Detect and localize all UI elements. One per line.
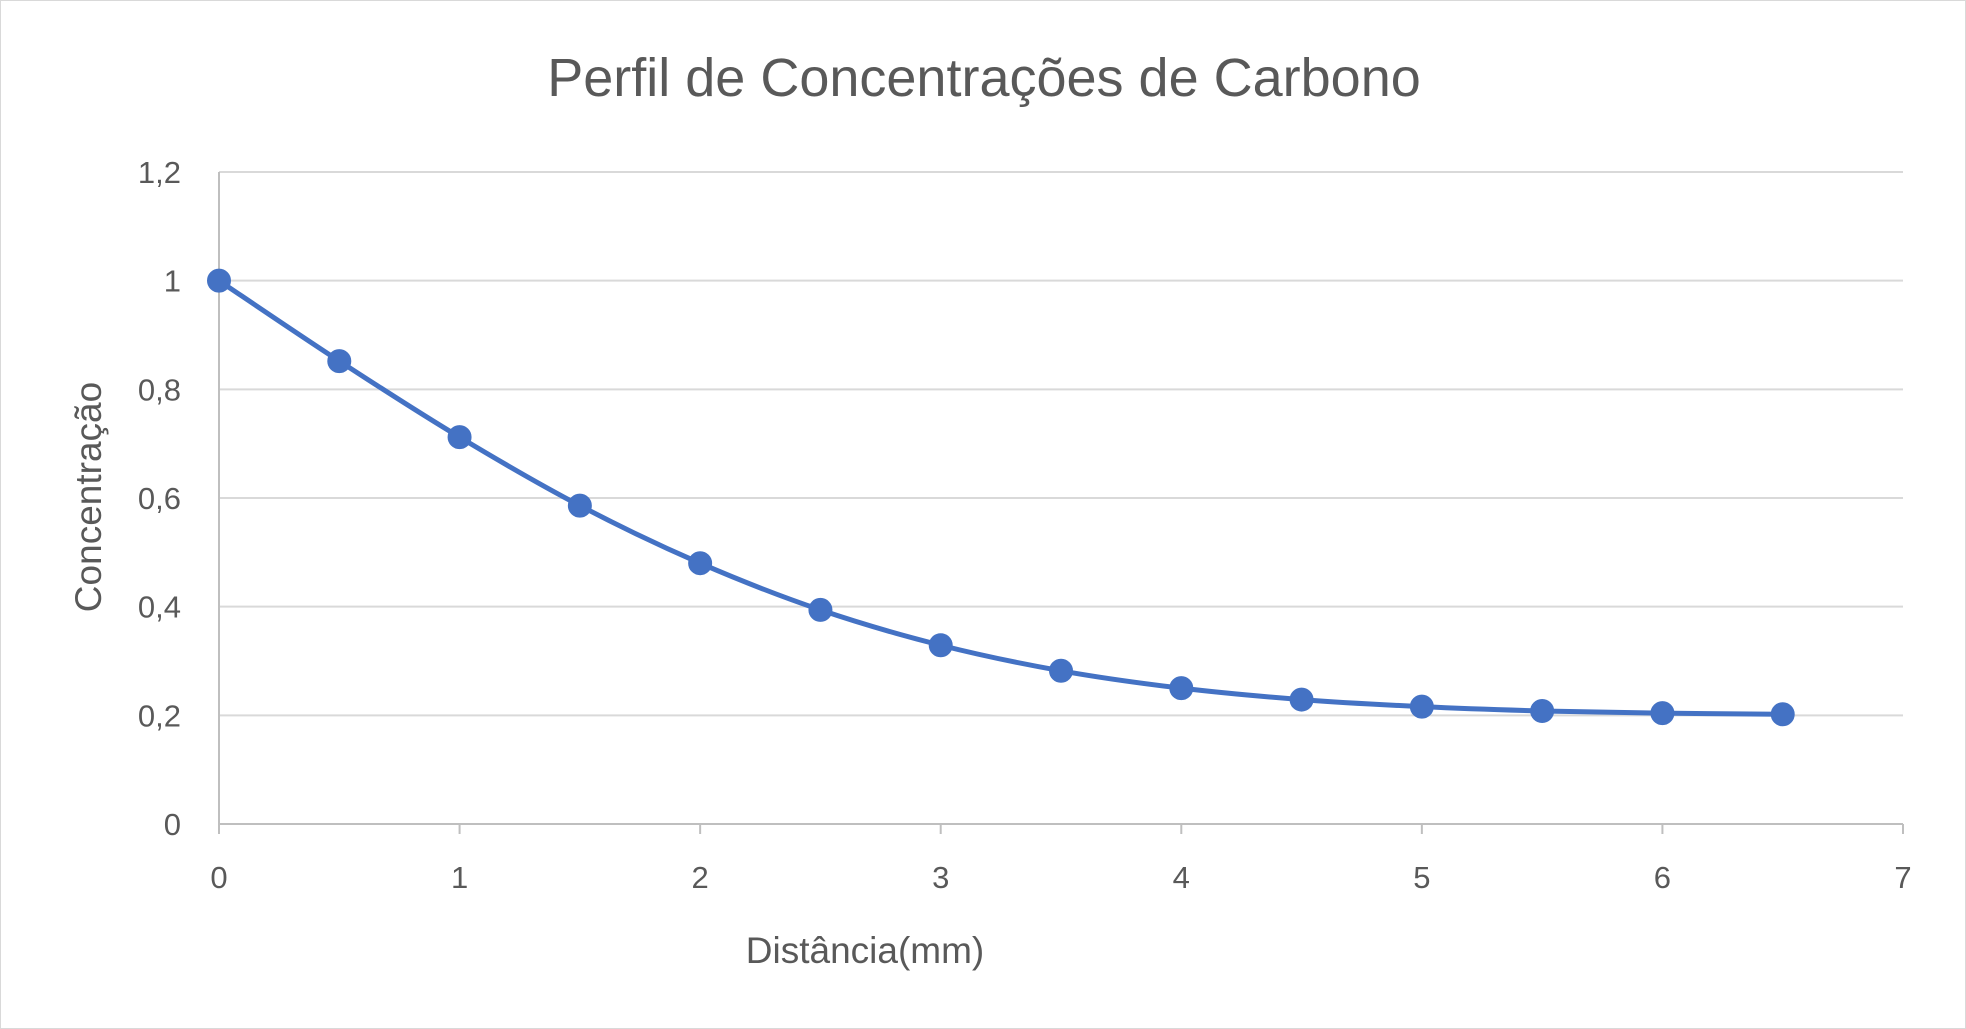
- x-tick-label: 0: [210, 860, 227, 895]
- x-tick-label: 6: [1654, 860, 1671, 895]
- x-tick-label: 3: [932, 860, 949, 895]
- data-point: [808, 597, 833, 622]
- y-tick-label: 0,4: [138, 590, 181, 625]
- chart-title: Perfil de Concentrações de Carbono: [547, 48, 1421, 108]
- data-point: [1530, 698, 1555, 723]
- data-point: [327, 349, 352, 374]
- data-point: [1409, 694, 1434, 719]
- x-tick-label: 2: [692, 860, 709, 895]
- x-tick-label: 7: [1894, 860, 1911, 895]
- data-point: [1650, 701, 1675, 726]
- x-tick-label: 4: [1173, 860, 1190, 895]
- axes: [218, 172, 1904, 834]
- series-layer: [207, 268, 1795, 727]
- data-point: [1770, 702, 1795, 727]
- data-point: [567, 493, 592, 518]
- data-point: [1289, 687, 1314, 712]
- data-point: [688, 551, 713, 576]
- y-tick-label: 0: [164, 807, 181, 842]
- gridlines: [219, 171, 1903, 717]
- y-tick-label: 0,6: [138, 481, 181, 516]
- y-tick-label: 0,8: [138, 372, 181, 407]
- y-tick-label: 1: [164, 264, 181, 299]
- data-point: [1049, 658, 1073, 683]
- data-point: [207, 268, 231, 293]
- x-tick-label: 1: [451, 860, 468, 895]
- data-point: [447, 425, 472, 450]
- data-point: [928, 633, 953, 658]
- y-tick-label: 1,2: [138, 155, 181, 190]
- y-tick-label: 0,2: [138, 698, 181, 733]
- data-point: [1169, 676, 1194, 701]
- x-axis-tick-labels: 0 1 2 3 4 5 6 7: [210, 860, 1911, 895]
- y-axis-title: Concentração: [68, 382, 109, 612]
- x-tick-label: 5: [1413, 860, 1430, 895]
- x-axis-title: Distância(mm): [746, 930, 984, 971]
- y-axis-tick-labels: 0 0,2 0,4 0,6 0,8 1 1,2: [138, 155, 181, 842]
